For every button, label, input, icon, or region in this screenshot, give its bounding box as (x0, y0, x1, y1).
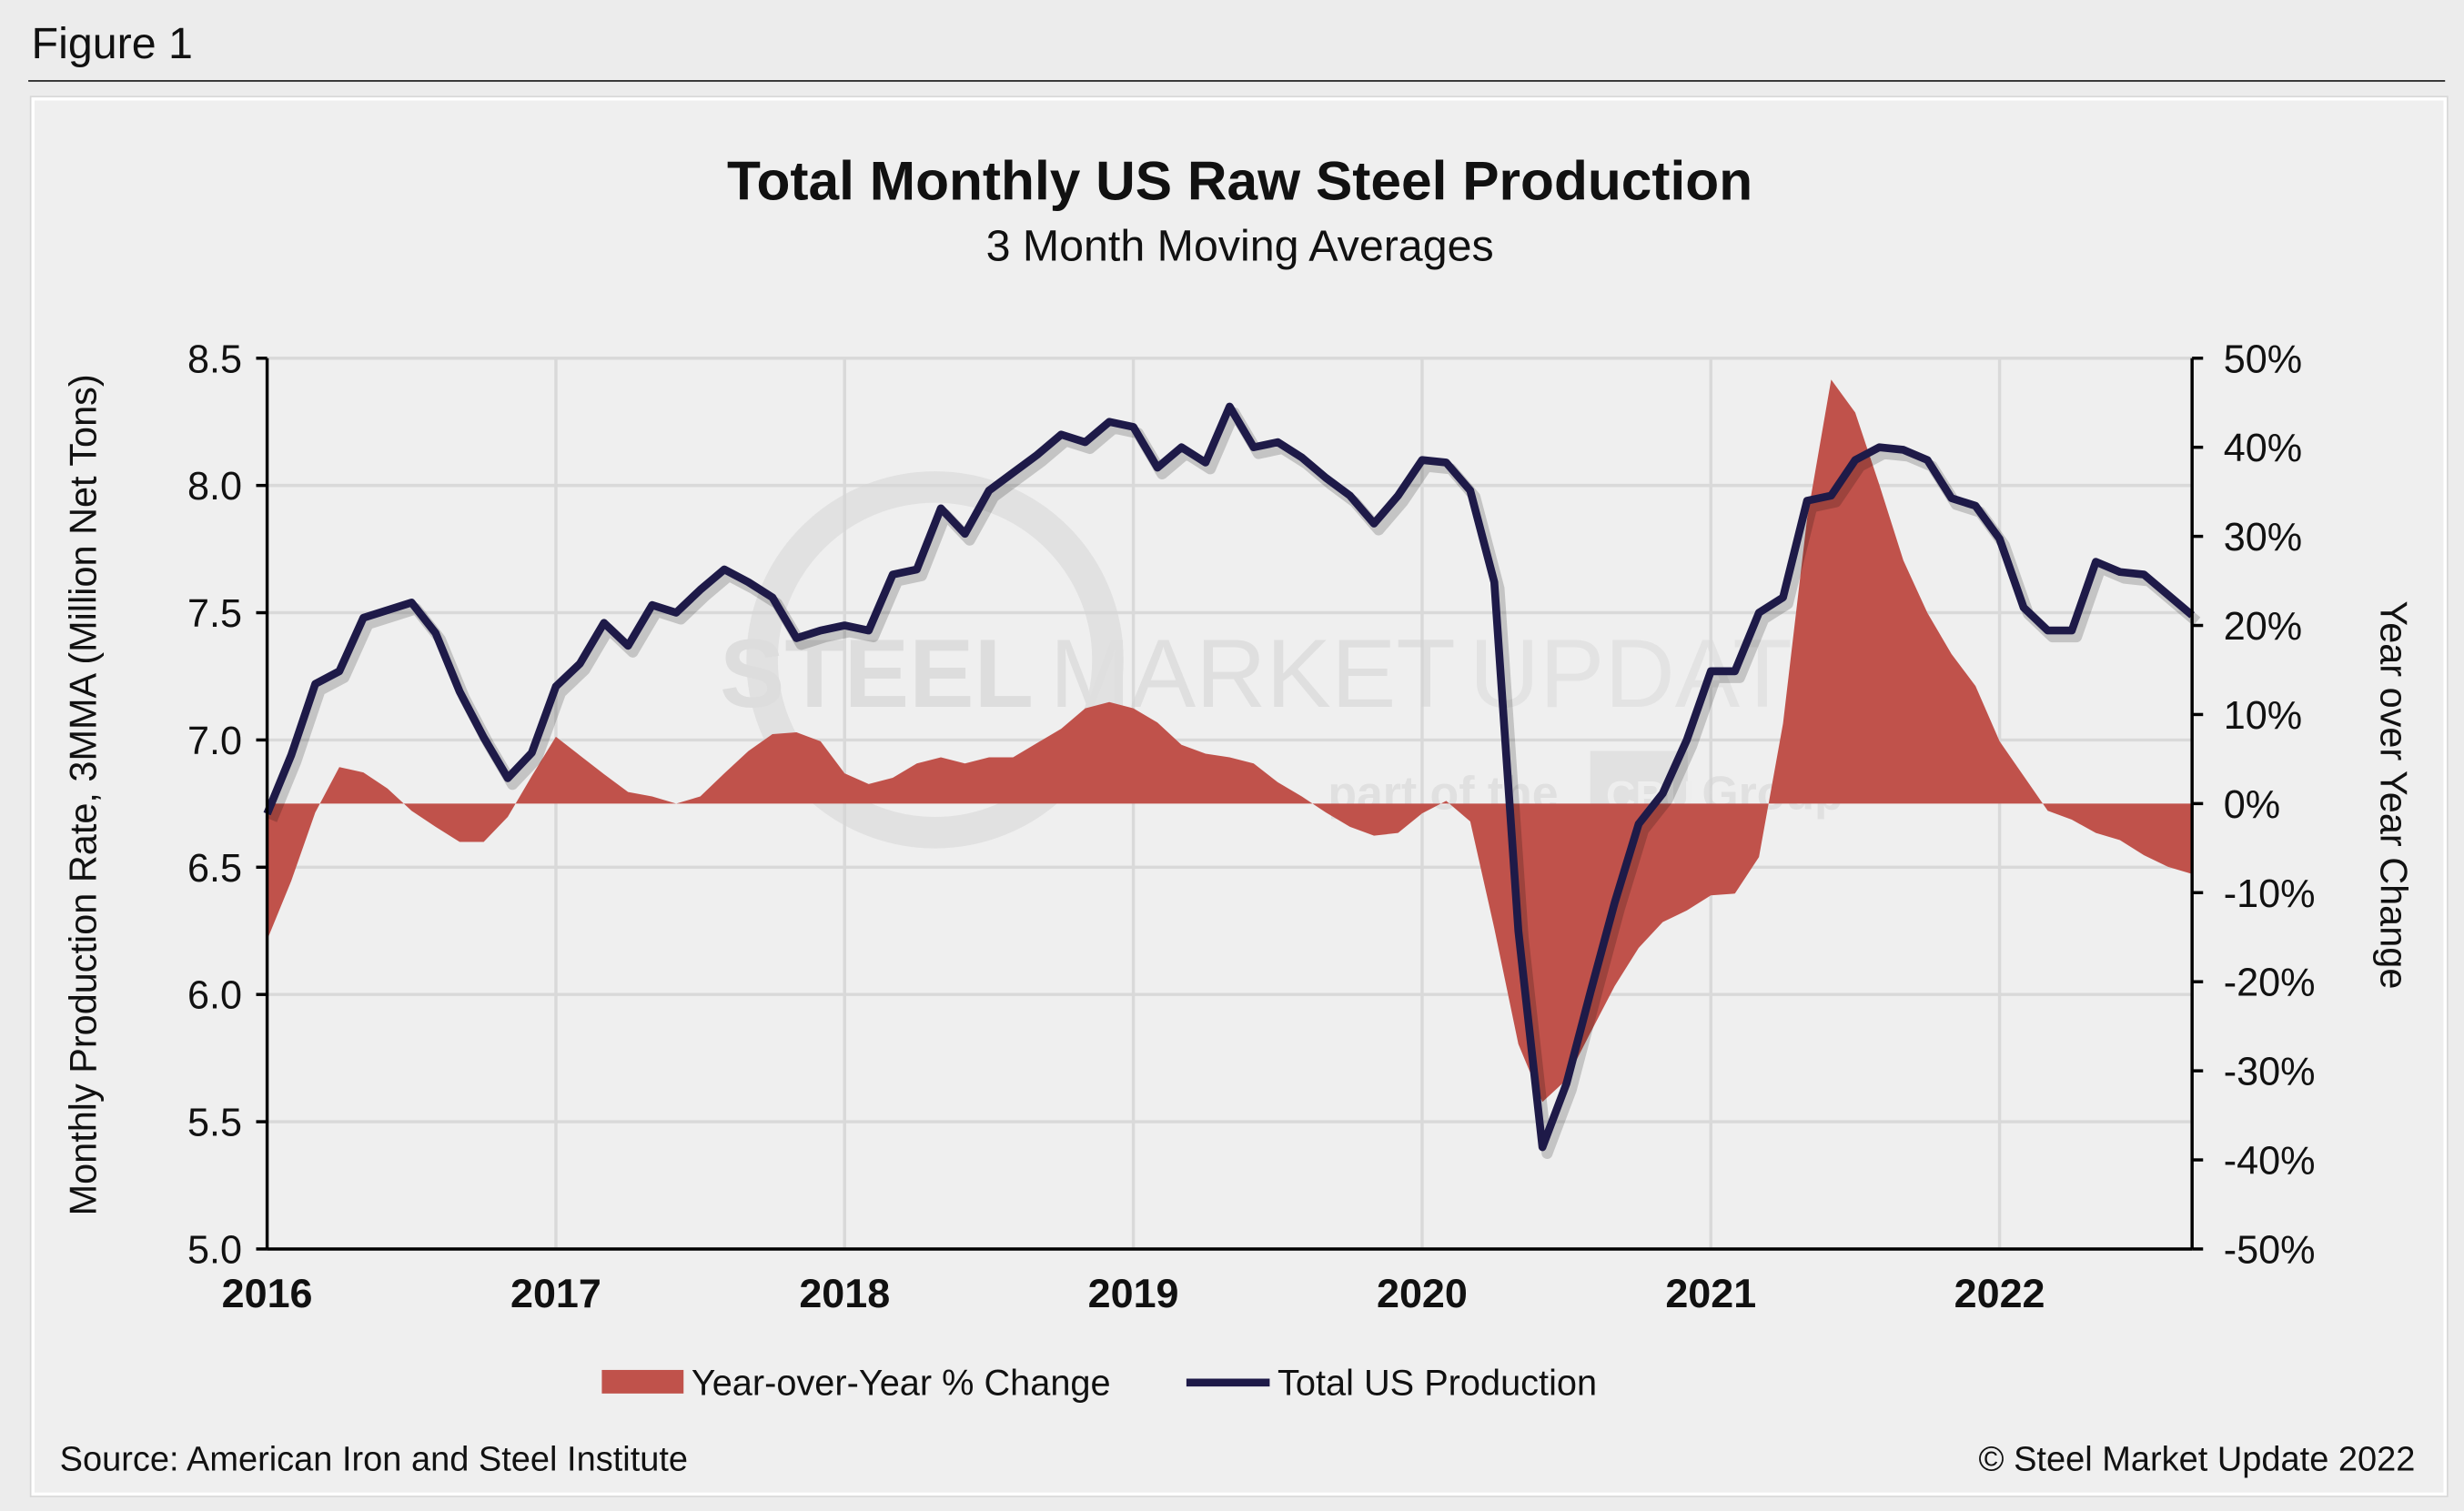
y-tick-label: 6.0 (187, 974, 242, 1018)
y2-tick-label: 30% (2224, 516, 2302, 559)
x-tick-label: 2016 (222, 1270, 313, 1316)
y-tick-label: 5.0 (187, 1229, 242, 1273)
production-line-series (263, 402, 2201, 1160)
watermark-logo-arc (746, 471, 1124, 849)
yoy-area (267, 379, 2193, 1103)
x-tick-label: 2017 (510, 1270, 601, 1316)
y2-tick-label: -20% (2224, 962, 2316, 1005)
y2-tick-label: 40% (2224, 427, 2302, 470)
y2-tick-label: 20% (2224, 605, 2302, 649)
y2-axis-label: Year over Year Change (2372, 600, 2415, 989)
source-note: Source: American Iron and Steel Institut… (60, 1440, 688, 1478)
y2-tick-label: -40% (2224, 1140, 2316, 1184)
legend-swatch-yoy (601, 1369, 684, 1394)
y2-tick-label: -50% (2224, 1229, 2316, 1273)
legend-label-production: Total US Production (1277, 1364, 1597, 1404)
y-tick-label: 6.5 (187, 847, 242, 891)
gridlines (267, 357, 2193, 1251)
yoy-area-series (267, 379, 2193, 1103)
y2-tick-label: 0% (2224, 783, 2280, 827)
y-tick-label: 7.0 (187, 720, 242, 763)
copyright-note: © Steel Market Update 2022 (1979, 1440, 2416, 1478)
legend-label-yoy: Year-over-Year % Change (692, 1364, 1111, 1404)
axes: 8.5 8.0 7.5 7.0 6.5 6.0 5.5 5.0 50% 40% 30% 20% 10% 0… (187, 337, 2315, 1316)
chart-subtitle: 3 Month Moving Averages (986, 222, 1494, 271)
x-tick-label: 2022 (1954, 1270, 2045, 1316)
x-tick-label: 2019 (1088, 1270, 1179, 1316)
chart-title: Total Monthly US Raw Steel Production (727, 149, 1752, 211)
watermark-text-steel: STEEL (720, 619, 1034, 728)
y-tick-label: 8.0 (187, 465, 242, 509)
production-line (263, 402, 2195, 1152)
y-tick-label: 7.5 (187, 592, 242, 636)
y2-tick-label: -10% (2224, 872, 2316, 916)
y2-tick-label: 10% (2224, 694, 2302, 738)
x-tick-label: 2018 (799, 1270, 890, 1316)
legend: Year-over-Year % Change Total US Product… (601, 1364, 1597, 1404)
y2-tick-label: 50% (2224, 337, 2302, 381)
y2-tick-label: -30% (2224, 1051, 2316, 1094)
x-tick-label: 2021 (1665, 1270, 1756, 1316)
y-tick-label: 5.5 (187, 1102, 242, 1145)
figure-label: Figure 1 (31, 18, 193, 68)
figure-divider (28, 80, 2446, 82)
y-tick-label: 8.5 (187, 337, 242, 381)
x-tick-label: 2020 (1377, 1270, 1468, 1316)
y-axis-label: Monthly Production Rate, 3MMA (Million N… (61, 374, 104, 1215)
